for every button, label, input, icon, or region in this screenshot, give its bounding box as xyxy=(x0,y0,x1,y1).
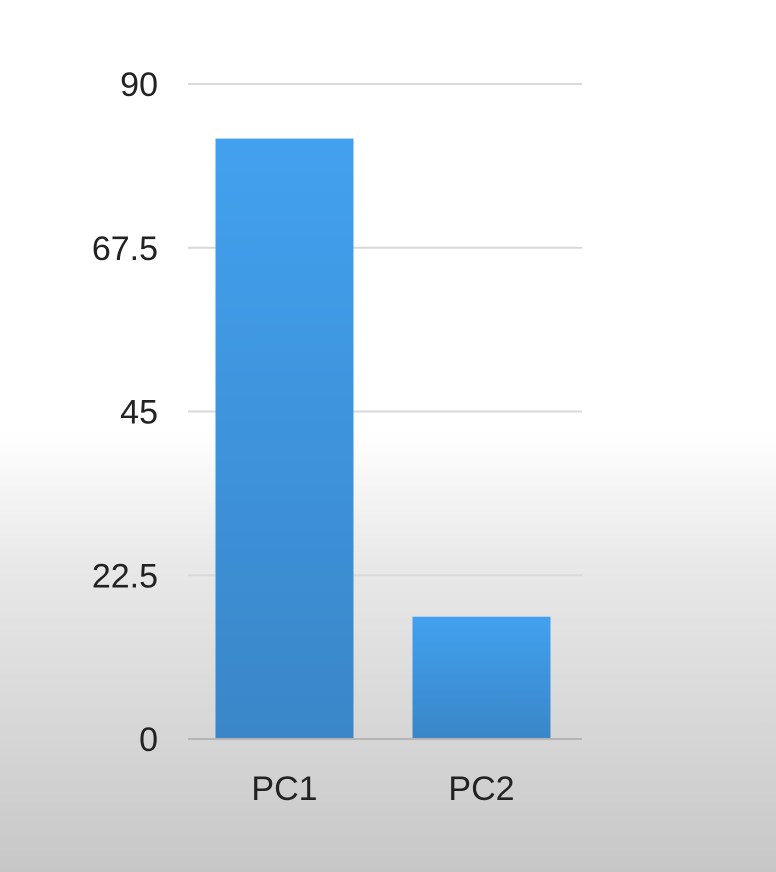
y-tick-label: 90 xyxy=(120,66,158,104)
y-tick-label: 0 xyxy=(139,721,158,759)
y-tick-label: 22.5 xyxy=(92,557,158,595)
x-tick-label: PC1 xyxy=(251,770,317,808)
bar-pc2 xyxy=(412,616,551,739)
y-tick-label: 67.5 xyxy=(92,230,158,268)
bars xyxy=(215,138,551,740)
bar-pc1 xyxy=(215,138,354,740)
x-tick-label: PC2 xyxy=(448,770,514,808)
x-axis-category-labels: PC1 PC2 xyxy=(251,770,514,808)
y-tick-label: 45 xyxy=(120,394,158,432)
y-axis-tick-labels: 0 22.5 45 67.5 90 xyxy=(92,66,158,759)
